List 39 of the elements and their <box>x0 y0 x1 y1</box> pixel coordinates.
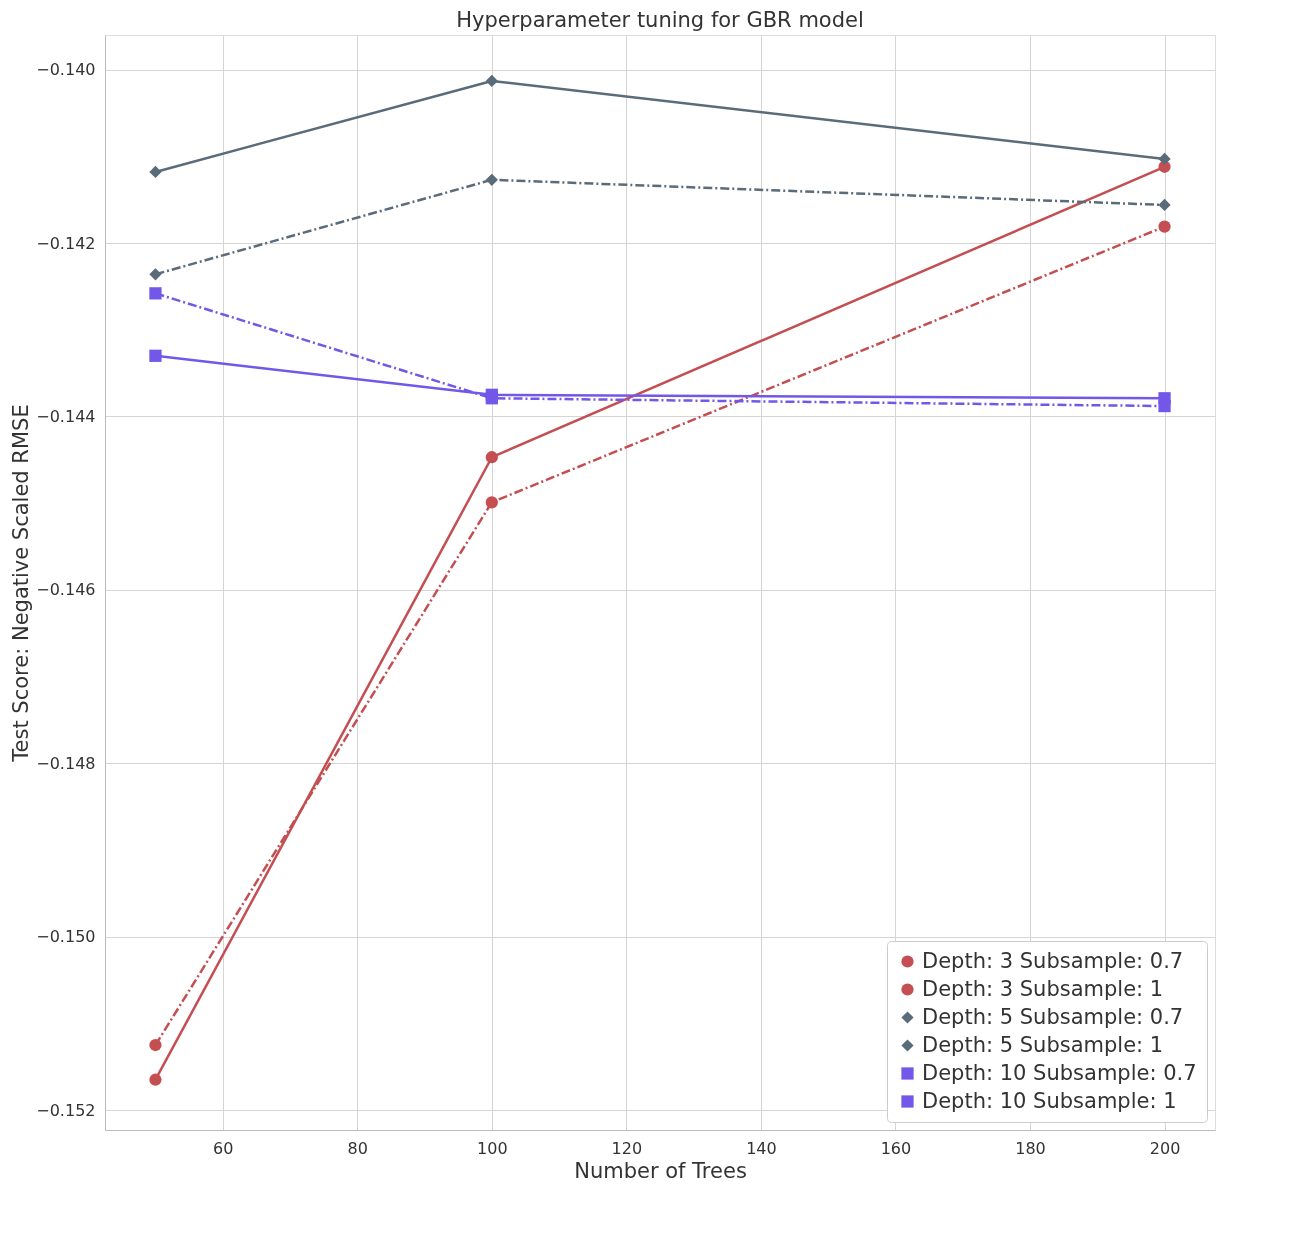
point <box>1158 198 1171 212</box>
x-tick-label: 80 <box>347 1138 368 1158</box>
y-tick-label: −0.152 <box>36 1100 96 1120</box>
point <box>1158 152 1171 166</box>
point <box>485 173 498 186</box>
point <box>485 388 498 401</box>
point <box>485 451 498 464</box>
point <box>1158 220 1171 233</box>
y-tick-label: −0.140 <box>36 60 96 80</box>
y-tick-label: −0.142 <box>36 233 96 253</box>
x-tick-label: 140 <box>746 1138 777 1158</box>
y-tick-label: −0.146 <box>36 580 96 600</box>
point <box>149 165 162 179</box>
legend-label: Depth: 5 Subsample: 0.7 <box>922 1004 1184 1029</box>
point <box>1158 392 1171 405</box>
point <box>149 349 162 362</box>
legend-label: Depth: 3 Subsample: 0.7 <box>922 948 1184 973</box>
point <box>149 1038 162 1052</box>
legend-label: Depth: 3 Subsample: 1 <box>922 976 1164 1001</box>
point <box>485 74 498 88</box>
x-tick-label: 60 <box>213 1138 234 1158</box>
legend-label: Depth: 10 Subsample: 0.7 <box>922 1060 1197 1085</box>
x-tick-label: 120 <box>611 1138 643 1158</box>
y-tick-label: −0.144 <box>36 406 96 426</box>
x-tick-label: 200 <box>1149 1138 1181 1158</box>
y-tick-label: −0.150 <box>36 927 96 947</box>
y-tick-label: −0.148 <box>36 753 96 773</box>
point <box>485 496 498 509</box>
chart-title: Hyperparameter tuning for GBR model <box>456 8 864 32</box>
x-axis-title: Number of Trees <box>574 1158 747 1183</box>
point <box>149 268 162 281</box>
legend-label: Depth: 5 Subsample: 1 <box>922 1032 1164 1057</box>
legend-label: Depth: 10 Subsample: 1 <box>922 1088 1177 1113</box>
x-tick-label: 160 <box>880 1138 912 1158</box>
point <box>149 287 162 300</box>
x-tick-label: 180 <box>1015 1138 1046 1158</box>
x-tick-label: 100 <box>477 1138 508 1158</box>
y-axis-title: Test Score: Negative Scaled RMSE <box>9 404 34 763</box>
point <box>149 1073 162 1086</box>
